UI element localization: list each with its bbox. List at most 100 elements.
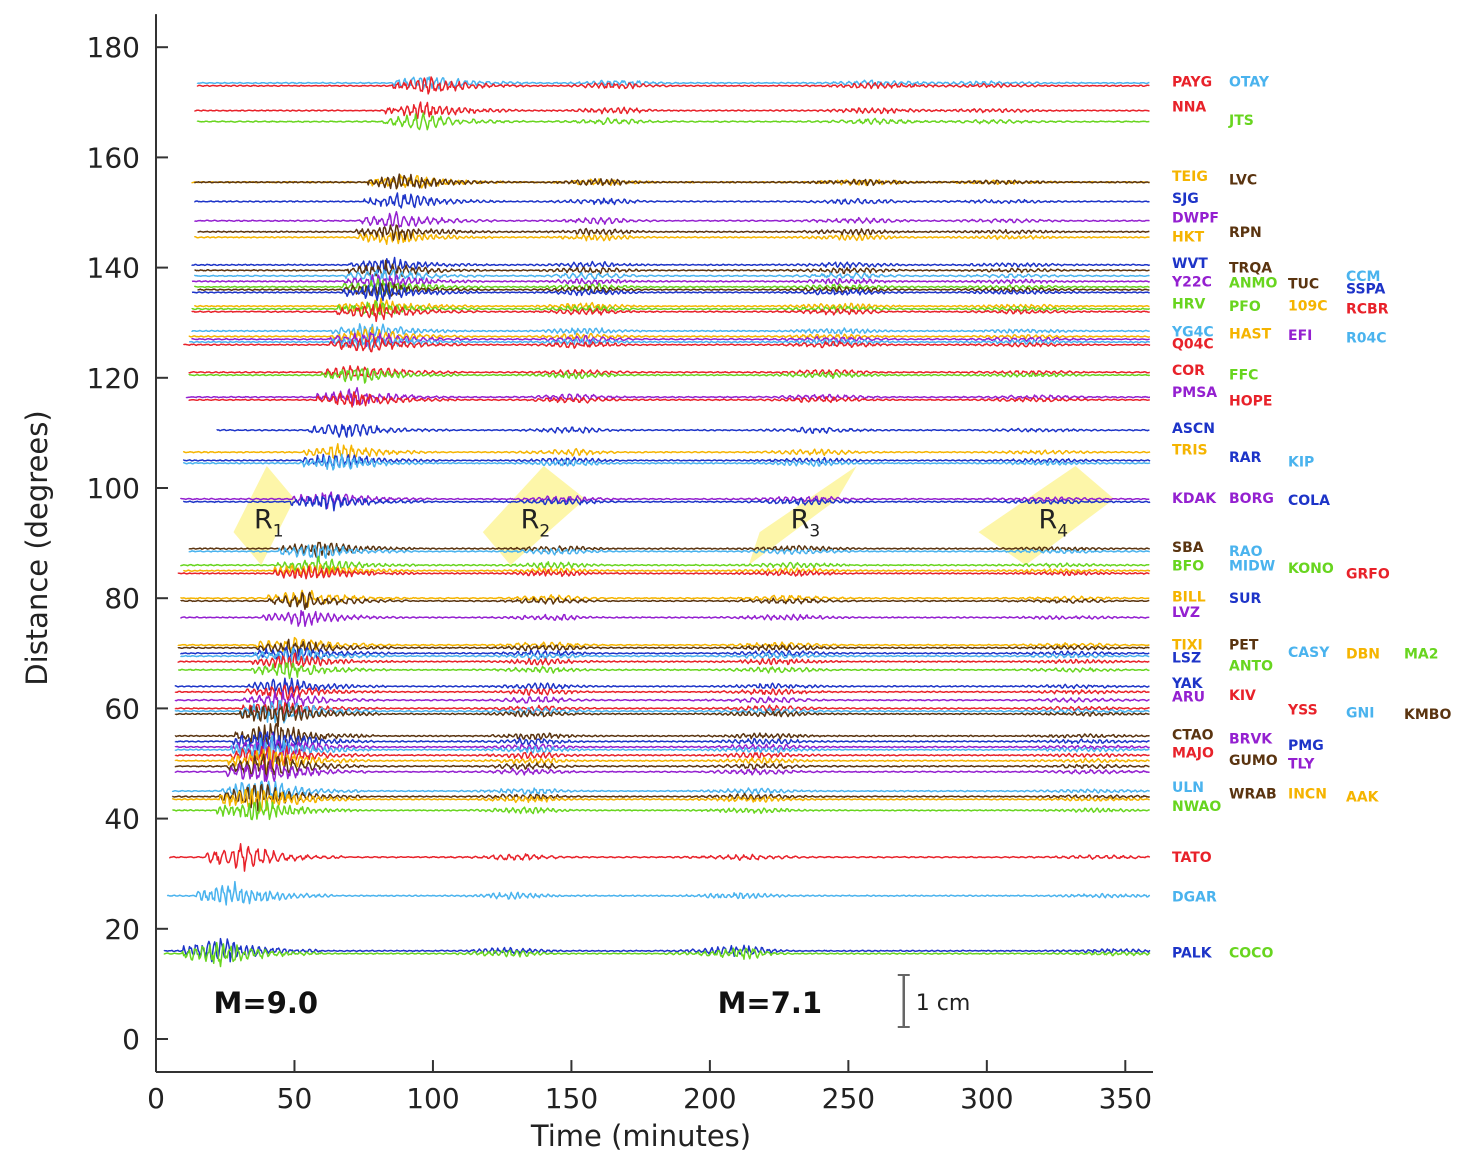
- station-label: NNA: [1172, 100, 1206, 116]
- trace-lightblue: [182, 453, 1151, 471]
- trace-green: [163, 941, 1151, 968]
- trace-red: [177, 652, 1150, 669]
- station-label: HRV: [1172, 296, 1205, 312]
- trace-purple: [185, 386, 1151, 406]
- x-tick-label: 250: [822, 1082, 875, 1115]
- station-label: JTS: [1228, 113, 1254, 129]
- station-label: WRAB: [1229, 786, 1277, 802]
- y-tick-label: 100: [87, 472, 140, 505]
- station-label: GRFO: [1346, 566, 1390, 582]
- rayleigh-band-3: [748, 466, 857, 566]
- rayleigh-band-1: [233, 466, 295, 566]
- trace-red: [191, 303, 1150, 323]
- magnitude-annotation-2: M=7.1: [718, 986, 823, 1020]
- station-label: R04C: [1346, 331, 1387, 347]
- station-label: SUR: [1229, 591, 1261, 607]
- station-label: DGAR: [1172, 889, 1217, 905]
- station-label: PMSA: [1172, 385, 1217, 401]
- trace-blue: [191, 256, 1151, 273]
- trace-blue: [174, 731, 1150, 755]
- station-label: KDAK: [1172, 491, 1217, 507]
- trace-red: [169, 843, 1151, 872]
- trace-blue: [191, 282, 1150, 302]
- trace-lightblue: [180, 647, 1150, 664]
- trace-lightblue: [196, 76, 1150, 90]
- station-label: SSPA: [1346, 282, 1386, 298]
- station-label: YAK: [1171, 676, 1204, 692]
- trace-green: [188, 367, 1151, 384]
- station-label: KIP: [1288, 455, 1314, 471]
- station-label: COLA: [1288, 493, 1330, 509]
- trace-blue: [174, 677, 1150, 695]
- trace-orange: [177, 636, 1150, 653]
- station-label: KIV: [1229, 688, 1256, 704]
- trace-brown: [194, 173, 1150, 190]
- station-label: TATO: [1172, 850, 1212, 866]
- station-label: ARU: [1172, 689, 1205, 705]
- station-label: PET: [1229, 637, 1259, 653]
- station-label: RAO: [1229, 544, 1263, 560]
- station-label: OTAY: [1229, 74, 1270, 90]
- trace-blue: [180, 646, 1150, 662]
- trace-lightblue: [171, 780, 1150, 806]
- trace-red: [196, 76, 1150, 95]
- station-label: PALK: [1172, 945, 1213, 961]
- trace-brown: [197, 282, 1150, 298]
- station-label: COR: [1172, 363, 1205, 379]
- station-label: GNI: [1346, 705, 1374, 721]
- station-label: CTAO: [1172, 727, 1214, 743]
- trace-blue: [194, 192, 1150, 209]
- station-label: LVC: [1229, 172, 1257, 188]
- rayleigh-band-4: [978, 466, 1115, 566]
- trace-green: [196, 112, 1150, 131]
- trace-red: [194, 101, 1150, 120]
- trace-green: [178, 662, 1150, 680]
- station-label: CCM: [1346, 269, 1380, 285]
- x-axis-title: Time (minutes): [530, 1119, 751, 1152]
- y-tick-label: 40: [104, 803, 140, 836]
- station-label: DWPF: [1172, 210, 1219, 226]
- station-label: EFI: [1288, 328, 1312, 344]
- station-label: LSZ: [1172, 651, 1201, 667]
- trace-lightblue: [188, 544, 1150, 562]
- station-label: PAYG: [1172, 74, 1212, 90]
- station-label: NWAO: [1172, 799, 1221, 815]
- trace-blue: [163, 937, 1151, 963]
- x-tick-label: 200: [683, 1082, 736, 1115]
- station-label: ANTO: [1229, 658, 1273, 674]
- trace-lightblue: [194, 269, 1150, 283]
- station-label: YG4C: [1171, 325, 1214, 341]
- station-label: ULN: [1172, 780, 1204, 796]
- x-tick-label: 50: [277, 1082, 313, 1115]
- station-label: TRIS: [1172, 442, 1208, 458]
- trace-lightblue: [166, 880, 1151, 906]
- scale-bar-label: 1 cm: [916, 991, 971, 1016]
- station-label: BRVK: [1229, 732, 1273, 748]
- station-label: PMG: [1288, 738, 1324, 754]
- trace-red: [174, 745, 1150, 769]
- trace-red: [188, 391, 1150, 408]
- trace-orange: [194, 230, 1150, 246]
- station-label: INCN: [1288, 786, 1327, 802]
- x-tick-label: 150: [545, 1082, 598, 1115]
- station-label: LVZ: [1172, 605, 1200, 621]
- trace-lightblue: [191, 323, 1150, 338]
- station-label: MIDW: [1229, 559, 1275, 575]
- y-tick-label: 60: [104, 692, 140, 725]
- station-label: GUMO: [1229, 753, 1278, 769]
- y-tick-label: 120: [87, 362, 140, 395]
- trace-layer: [163, 76, 1151, 968]
- station-label: FFC: [1229, 367, 1258, 383]
- station-label: CASY: [1288, 645, 1330, 661]
- station-label: YSS: [1287, 703, 1318, 719]
- station-label: ANMO: [1229, 275, 1277, 291]
- x-tick-label: 0: [147, 1082, 165, 1115]
- trace-brown: [174, 703, 1150, 728]
- trace-orange: [182, 443, 1151, 460]
- station-label-layer: PAYG OTAY NNA JTS TEIG LVC SJG DWPF RPN HKT WVT TRQ…: [1171, 74, 1451, 961]
- trace-red: [177, 565, 1150, 580]
- y-axis-title: Distance (degrees): [20, 410, 54, 685]
- x-tick-label: 350: [1099, 1082, 1152, 1115]
- trace-green: [171, 800, 1150, 821]
- station-label: KMBO: [1404, 707, 1451, 723]
